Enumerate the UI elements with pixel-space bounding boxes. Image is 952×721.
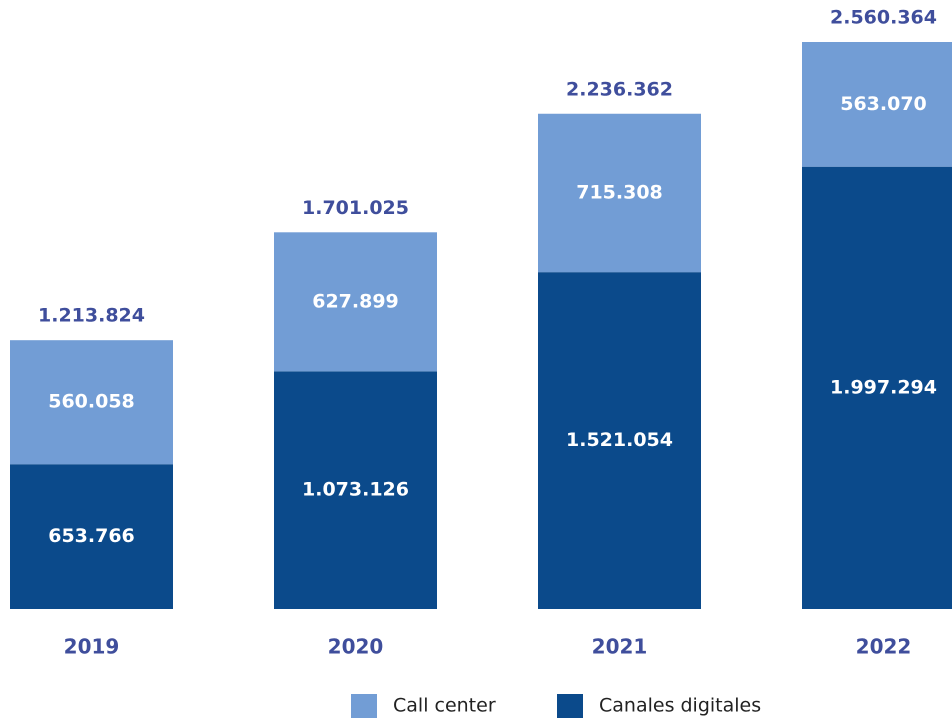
- segment-label: 560.058: [48, 391, 135, 413]
- bar-segment: [802, 42, 952, 167]
- segment-label: 715.308: [576, 181, 663, 203]
- bar-segment: [538, 272, 701, 609]
- segment-label: 1.997.294: [830, 376, 937, 398]
- x-tick-label: 2021: [592, 635, 648, 659]
- segment-label: 653.766: [48, 525, 135, 547]
- bar-segment: [10, 340, 173, 465]
- total-label: 1.701.025: [302, 197, 409, 219]
- bar-segment: [274, 232, 437, 372]
- segment-label: 1.521.054: [566, 429, 673, 451]
- bar-segment: [274, 371, 437, 609]
- x-tick-label: 2019: [64, 635, 120, 659]
- legend-label: Call center: [393, 695, 496, 717]
- legend-swatch: [557, 694, 583, 718]
- legend-label: Canales digitales: [599, 695, 761, 717]
- x-tick-label: 2020: [328, 635, 384, 659]
- bar-segment: [538, 113, 701, 273]
- total-label: 1.213.824: [38, 305, 145, 327]
- segment-label: 563.070: [840, 93, 927, 115]
- segment-label: 1.073.126: [302, 479, 409, 501]
- x-tick-label: 2022: [856, 635, 912, 659]
- bar-segment: [10, 464, 173, 609]
- legend-swatch: [351, 694, 377, 718]
- total-label: 2.560.364: [830, 7, 937, 29]
- segment-label: 627.899: [312, 290, 399, 312]
- bar-segment: [802, 166, 952, 609]
- total-label: 2.236.362: [566, 78, 673, 100]
